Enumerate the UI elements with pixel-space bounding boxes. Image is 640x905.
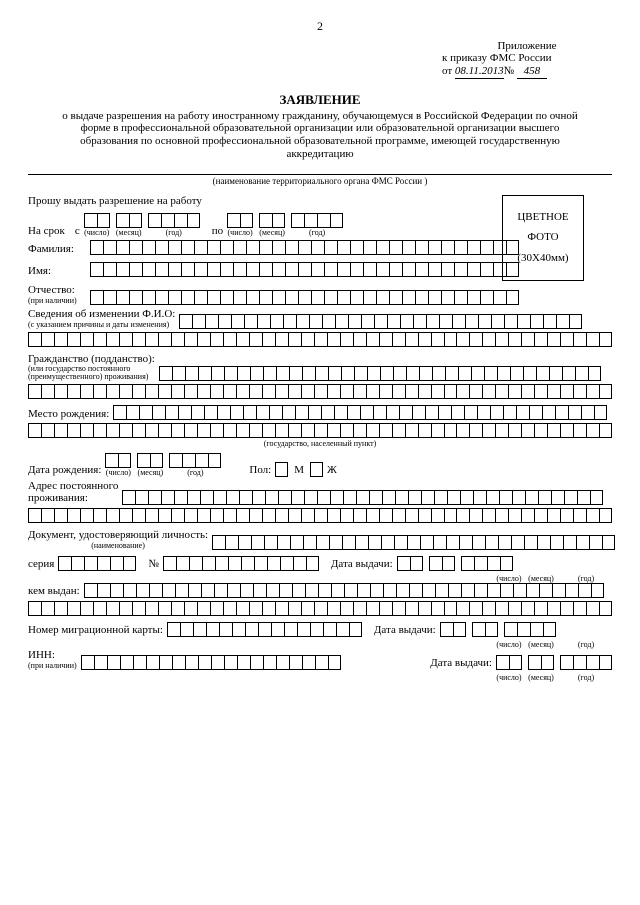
migcard-label: Номер миграционной карты:: [28, 624, 167, 637]
issue-y-1[interactable]: [461, 556, 513, 571]
dob-row: Дата рождения: (число)(месяц)(год) Пол: …: [28, 453, 612, 477]
address-row: Адрес постоянного проживания:: [28, 480, 612, 505]
photo-l3: (30X40мм): [503, 252, 583, 265]
migcard-input[interactable]: [167, 622, 362, 637]
issue-d-1[interactable]: [397, 556, 423, 571]
attach-l1: Приложение: [442, 40, 612, 53]
surname-input[interactable]: [90, 240, 519, 255]
term-to: по: [212, 225, 227, 238]
mig-d[interactable]: [440, 622, 466, 637]
term-label: На срок: [28, 225, 69, 238]
name-label: Имя:: [28, 265, 90, 278]
issued-by-input-2[interactable]: [28, 601, 612, 616]
page-number: 2: [28, 20, 612, 34]
patronymic-input[interactable]: [90, 290, 519, 305]
series-row: серия № Дата выдачи:: [28, 556, 612, 571]
birthplace-input-1[interactable]: [113, 405, 607, 420]
term-to-y[interactable]: [291, 213, 343, 228]
birthplace-label: Место рождения:: [28, 408, 113, 421]
doc-title: ЗАЯВЛЕНИЕ: [28, 93, 612, 108]
inn-d[interactable]: [496, 655, 522, 670]
patronymic-row: Отчество: (при наличии): [28, 284, 612, 305]
term-to-m[interactable]: [259, 213, 285, 228]
issue-date-label-2: Дата выдачи:: [374, 624, 440, 637]
iddoc-row: Документ, удостоверяющий личность: (наим…: [28, 529, 612, 550]
attachment-block: Приложение к приказу ФМС России от 08.11…: [442, 40, 612, 79]
patronymic-label: Отчество: (при наличии): [28, 284, 90, 305]
dob-m[interactable]: [137, 453, 163, 468]
issued-by-label: кем выдан:: [28, 585, 84, 598]
inn-row: ИНН: (при наличии) Дата выдачи:: [28, 649, 612, 670]
term-to-d[interactable]: [227, 213, 253, 228]
fio-change-input-1[interactable]: [179, 314, 582, 329]
iddoc-label: Документ, удостоверяющий личность: (наим…: [28, 529, 212, 550]
sex-m-box[interactable]: [275, 462, 288, 477]
series-label: серия: [28, 558, 58, 571]
mig-m[interactable]: [472, 622, 498, 637]
term-from-d[interactable]: [84, 213, 110, 228]
org-line: (наименование территориального органа ФМ…: [28, 174, 612, 186]
dob-d[interactable]: [105, 453, 131, 468]
sex-f-box[interactable]: [310, 462, 323, 477]
issue-date-label-3: Дата выдачи:: [430, 657, 496, 670]
mig-y[interactable]: [504, 622, 556, 637]
name-input[interactable]: [90, 262, 519, 277]
inn-m[interactable]: [528, 655, 554, 670]
term-from-y[interactable]: [148, 213, 200, 228]
citizenship-input-1[interactable]: [159, 366, 601, 381]
doc-subtitle: о выдаче разрешения на работу иностранно…: [60, 110, 580, 161]
attach-l2: к приказу ФМС России: [442, 52, 612, 65]
citizenship-row: Гражданство (подданство): (или государст…: [28, 353, 612, 382]
photo-box: ЦВЕТНОЕ ФОТО (30X40мм): [502, 195, 584, 281]
number-input[interactable]: [163, 556, 319, 571]
citizenship-label: Гражданство (подданство): (или государст…: [28, 353, 159, 382]
birthplace-caption: (государство, населенный пункт): [28, 439, 612, 448]
attach-l3: от 08.11.2013№ 458: [442, 65, 612, 79]
address-input-1[interactable]: [122, 490, 603, 505]
dob-y[interactable]: [169, 453, 221, 468]
iddoc-input[interactable]: [212, 535, 615, 550]
term-from-m[interactable]: [116, 213, 142, 228]
sex-label: Пол:: [249, 464, 275, 477]
address-label: Адрес постоянного проживания:: [28, 480, 122, 505]
issue-m-1[interactable]: [429, 556, 455, 571]
attach-date: 08.11.2013: [455, 65, 504, 79]
fio-change-label: Сведения об изменении Ф.И.О: (с указание…: [28, 308, 179, 329]
fio-change-input-2[interactable]: [28, 332, 612, 347]
issue-date-label-1: Дата выдачи:: [331, 558, 397, 571]
number-label: №: [148, 558, 163, 571]
fio-change-row: Сведения об изменении Ф.И.О: (с указание…: [28, 308, 612, 329]
attach-num: 458: [517, 65, 547, 79]
birthplace-input-2[interactable]: [28, 423, 612, 438]
term-from: с: [75, 225, 84, 238]
surname-label: Фамилия:: [28, 243, 90, 256]
sex-f-label: Ж: [323, 464, 341, 477]
photo-l1: ЦВЕТНОЕ: [503, 211, 583, 224]
address-input-2[interactable]: [28, 508, 612, 523]
sex-m-label: М: [288, 464, 310, 477]
issued-by-row: кем выдан:: [28, 583, 612, 598]
inn-label: ИНН: (при наличии): [28, 649, 81, 670]
dob-label: Дата рождения:: [28, 464, 105, 477]
series-input[interactable]: [58, 556, 136, 571]
inn-y[interactable]: [560, 655, 612, 670]
issued-by-input-1[interactable]: [84, 583, 604, 598]
citizenship-input-2[interactable]: [28, 384, 612, 399]
birthplace-row: Место рождения:: [28, 405, 612, 420]
migcard-row: Номер миграционной карты: Дата выдачи:: [28, 622, 612, 637]
photo-l2: ФОТО: [503, 231, 583, 244]
inn-input[interactable]: [81, 655, 341, 670]
